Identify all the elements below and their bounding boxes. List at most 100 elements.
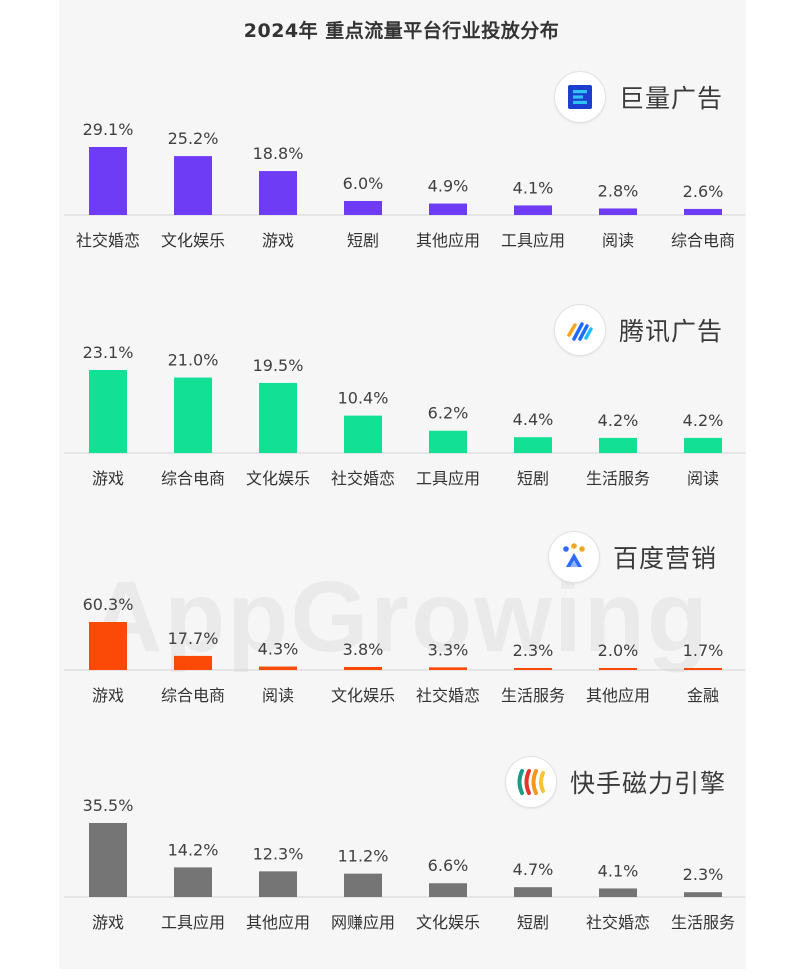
- bar: [599, 208, 637, 215]
- data-label: 29.1%: [83, 120, 134, 139]
- category-label: 综合电商: [671, 231, 735, 250]
- data-label: 2.8%: [598, 181, 639, 200]
- category-label: 社交婚恋: [586, 913, 650, 932]
- bar: [429, 430, 467, 453]
- bar: [514, 205, 552, 215]
- category-label: 生活服务: [501, 686, 565, 705]
- bar: [174, 156, 212, 215]
- category-label: 工具应用: [161, 913, 225, 932]
- data-label: 4.4%: [513, 410, 554, 429]
- brand-name: 快手磁力引擎: [570, 769, 727, 798]
- bar: [599, 437, 637, 453]
- category-label: 其他应用: [246, 913, 310, 932]
- category-label: 短剧: [517, 913, 549, 932]
- category-label: 阅读: [602, 231, 634, 250]
- data-label: 4.2%: [598, 411, 639, 430]
- category-label: 游戏: [92, 469, 124, 488]
- bar: [344, 873, 382, 897]
- category-label: 阅读: [262, 686, 294, 705]
- brand-name: 百度营销: [613, 544, 718, 573]
- data-label: 17.7%: [168, 629, 219, 648]
- bar: [429, 883, 467, 897]
- bar: [344, 666, 382, 670]
- category-label: 游戏: [262, 231, 294, 250]
- category-label: 游戏: [92, 686, 124, 705]
- data-label: 2.6%: [683, 182, 724, 201]
- bar: [344, 200, 382, 215]
- category-label: 文化娱乐: [246, 469, 310, 488]
- data-label: 60.3%: [83, 595, 134, 614]
- data-label: 3.3%: [428, 640, 469, 659]
- bar: [259, 666, 297, 670]
- bar: [89, 370, 127, 453]
- data-label: 3.8%: [343, 640, 384, 659]
- bar: [514, 437, 552, 453]
- category-label: 游戏: [92, 913, 124, 932]
- category-label: 社交婚恋: [76, 231, 140, 250]
- bar: [174, 377, 212, 453]
- data-label: 14.2%: [168, 840, 219, 859]
- category-label: 生活服务: [671, 913, 735, 932]
- category-label: 综合电商: [161, 469, 225, 488]
- bar: [514, 887, 552, 897]
- bar: [599, 888, 637, 897]
- data-label: 2.3%: [683, 865, 724, 884]
- data-label: 4.3%: [258, 640, 299, 659]
- data-label: 19.5%: [253, 356, 304, 375]
- data-label: 23.1%: [83, 343, 134, 362]
- baidu-marketing-logo-icon: [549, 532, 599, 582]
- category-label: 生活服务: [586, 469, 650, 488]
- category-label: 文化娱乐: [161, 231, 225, 250]
- category-label: 其他应用: [586, 686, 650, 705]
- bar: [89, 622, 127, 670]
- category-label: 短剧: [517, 469, 549, 488]
- data-label: 25.2%: [168, 129, 219, 148]
- category-label: 其他应用: [416, 231, 480, 250]
- data-label: 18.8%: [253, 144, 304, 163]
- data-label: 6.6%: [428, 856, 469, 875]
- bar: [684, 668, 722, 670]
- bar: [514, 668, 552, 670]
- data-label: 6.2%: [428, 404, 469, 423]
- chart-card: [59, 0, 746, 969]
- data-label: 11.2%: [338, 847, 389, 866]
- bar: [684, 208, 722, 215]
- category-label: 综合电商: [161, 686, 225, 705]
- data-label: 4.2%: [683, 411, 724, 430]
- brand-name: 腾讯广告: [619, 317, 724, 346]
- bar: [344, 415, 382, 453]
- category-label: 文化娱乐: [416, 913, 480, 932]
- watermark: AppGrowing: [90, 560, 710, 675]
- category-label: 工具应用: [416, 469, 480, 488]
- data-label: 4.9%: [428, 177, 469, 196]
- brand-header-tencent-ads: 腾讯广告: [555, 305, 723, 355]
- category-label: 工具应用: [501, 231, 565, 250]
- data-label: 21.0%: [168, 351, 219, 370]
- data-label: 2.0%: [598, 641, 639, 660]
- category-label: 网赚应用: [331, 913, 395, 932]
- data-label: 10.4%: [338, 389, 389, 408]
- bar: [599, 668, 637, 670]
- category-label: 金融: [687, 686, 719, 705]
- bar: [259, 871, 297, 897]
- bar: [89, 823, 127, 897]
- data-label: 2.3%: [513, 641, 554, 660]
- category-label: 阅读: [687, 469, 719, 488]
- bar: [259, 171, 297, 215]
- category-label: 社交婚恋: [416, 686, 480, 705]
- ocean-engine-logo-icon: [555, 72, 605, 122]
- brand-header-baidu-marketing: 百度营销: [549, 532, 717, 582]
- category-label: 社交婚恋: [331, 469, 395, 488]
- bar: [174, 655, 212, 670]
- bar: [684, 437, 722, 453]
- page-title: 2024年 重点流量平台行业投放分布: [243, 20, 560, 42]
- bar: [684, 892, 722, 897]
- tencent-ads-logo-icon: [555, 305, 605, 355]
- category-label: 短剧: [347, 231, 379, 250]
- bar: [174, 867, 212, 897]
- data-label: 1.7%: [683, 641, 724, 660]
- brand-header-ocean-engine: 巨量广告: [555, 72, 723, 122]
- category-label: 文化娱乐: [331, 686, 395, 705]
- data-label: 6.0%: [343, 174, 384, 193]
